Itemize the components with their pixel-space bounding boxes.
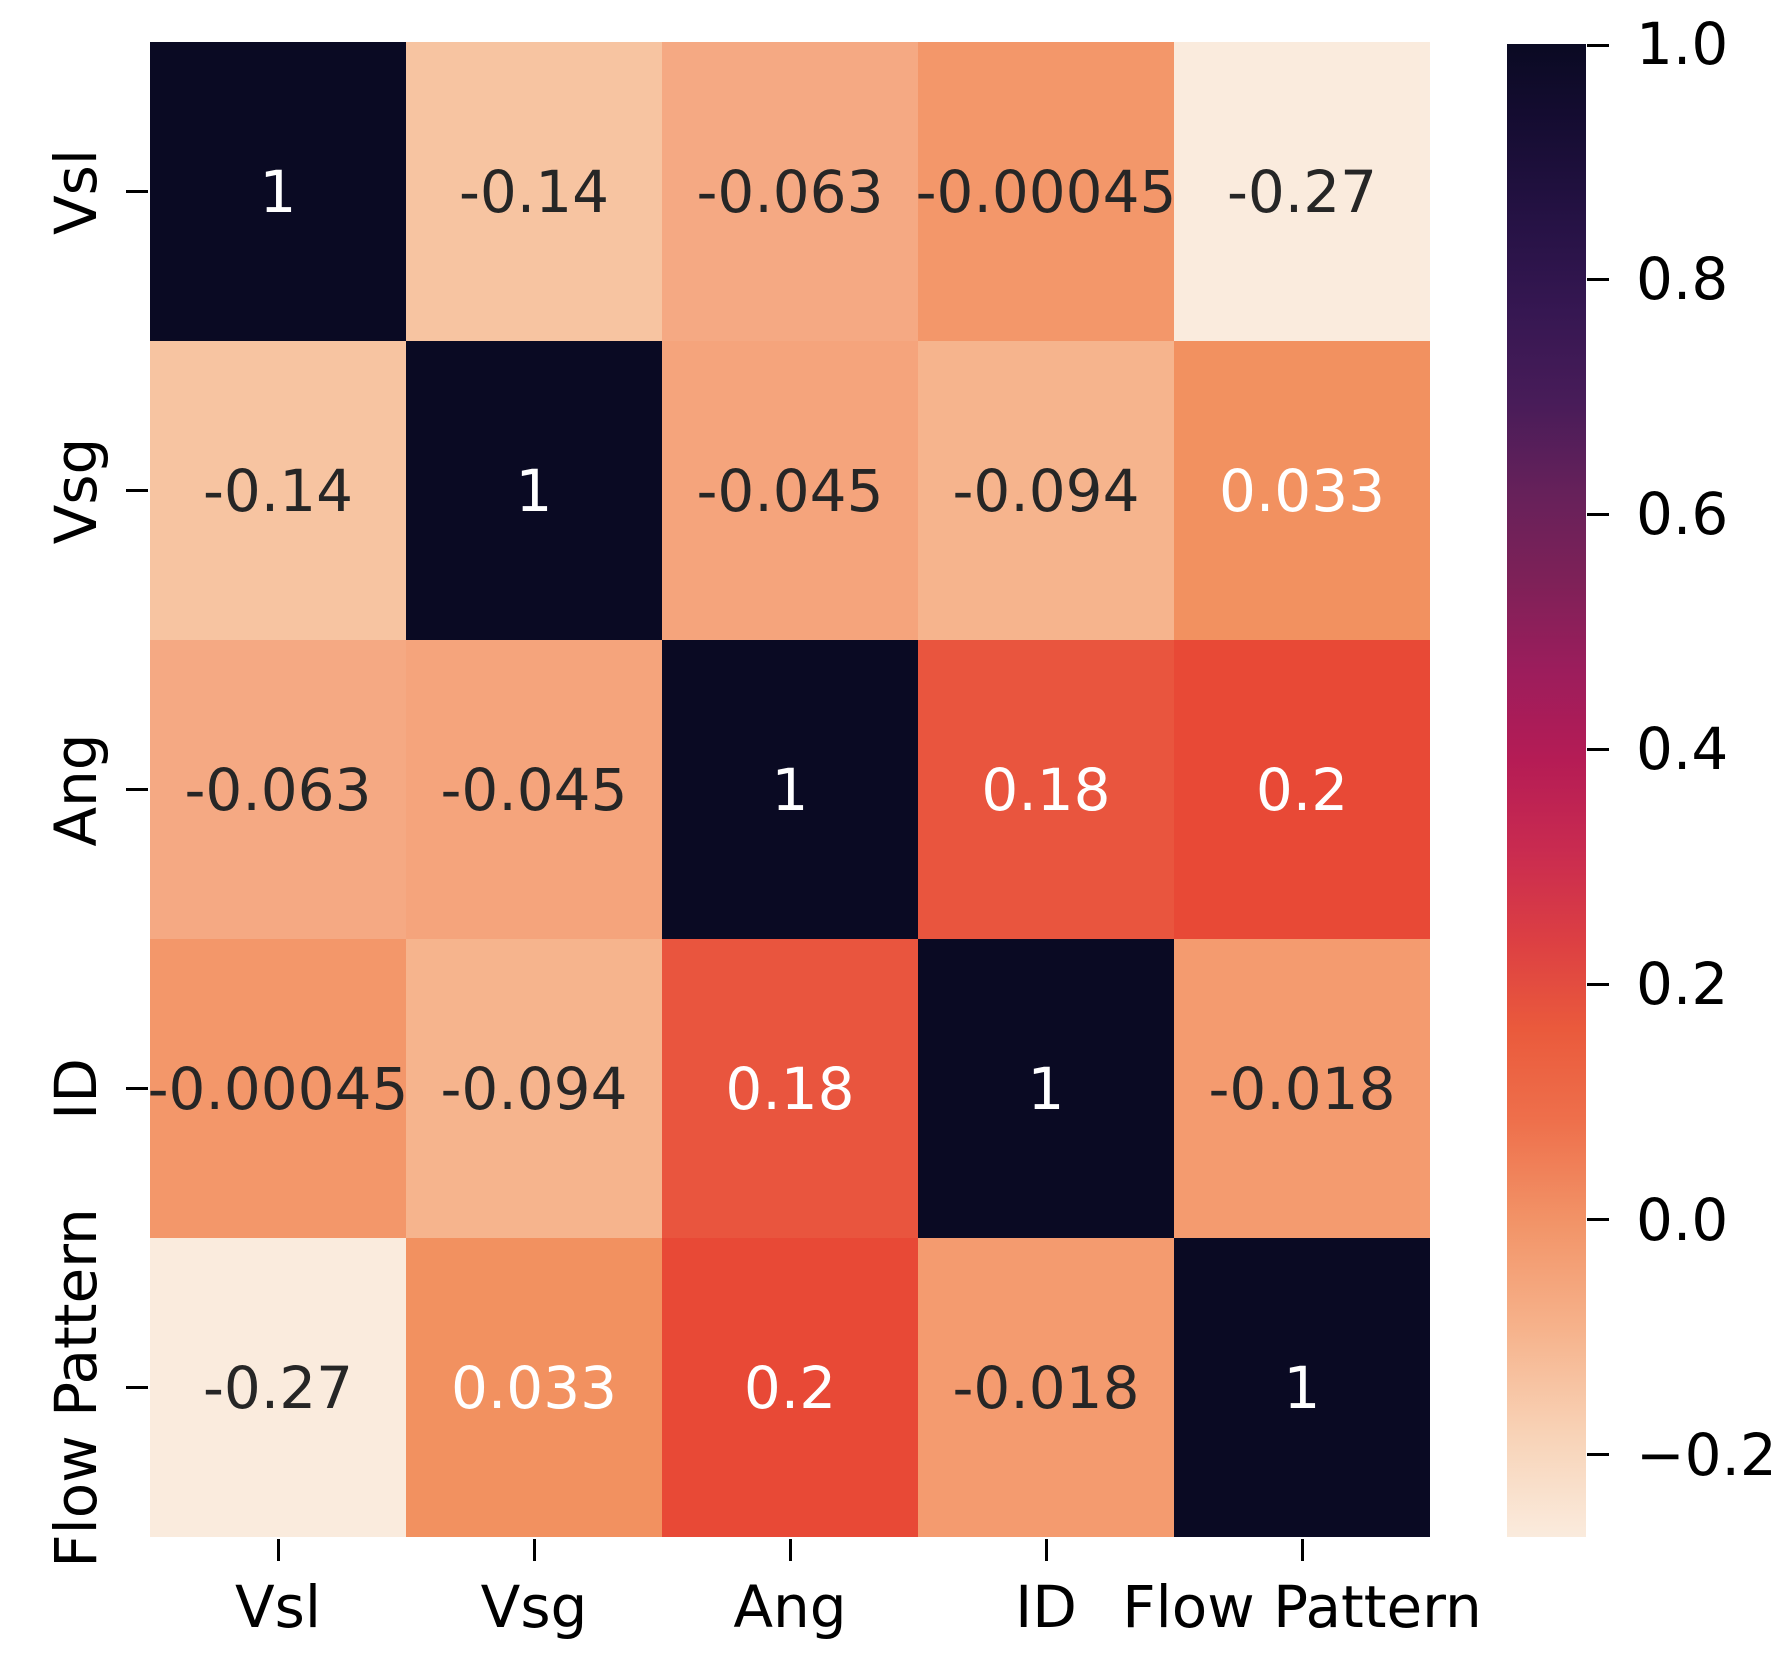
heatmap-cell: 0.18 — [662, 939, 918, 1238]
heatmap-cell: -0.094 — [918, 341, 1174, 640]
y-tick-mark — [126, 489, 148, 492]
y-tick-mark — [126, 1386, 148, 1389]
y-tick-label: Vsg — [42, 437, 110, 544]
colorbar-tick-mark — [1587, 277, 1609, 281]
x-tick-mark — [1300, 1539, 1304, 1561]
colorbar-tick-label: 0.8 — [1636, 245, 1729, 314]
heatmap-cell: -0.018 — [1174, 939, 1430, 1238]
heatmap-cell: 0.18 — [918, 640, 1174, 939]
heatmap-cell: 1 — [662, 640, 918, 939]
heatmap-cell: -0.045 — [406, 640, 662, 939]
y-tick-mark — [126, 788, 148, 791]
heatmap-cell: 0.2 — [662, 1238, 918, 1537]
heatmap-cell: -0.063 — [150, 640, 406, 939]
x-tick-mark — [532, 1539, 536, 1561]
heatmap-cell: 0.033 — [1174, 341, 1430, 640]
colorbar-tick-mark — [1587, 1453, 1609, 1457]
heatmap-cell: -0.094 — [406, 939, 662, 1238]
x-tick-mark — [1044, 1539, 1048, 1561]
x-tick-label: Vsl — [234, 1573, 322, 1641]
colorbar — [1507, 44, 1586, 1537]
heatmap-cell: -0.00045 — [148, 939, 408, 1238]
colorbar-tick-mark — [1587, 982, 1609, 986]
y-tick-mark — [126, 1087, 148, 1090]
heatmap-cell: 0.033 — [406, 1238, 662, 1537]
colorbar-tick-label: −0.2 — [1636, 1420, 1777, 1489]
colorbar-tick-label: 0.4 — [1636, 715, 1729, 784]
colorbar-tick-mark — [1587, 1218, 1609, 1222]
heatmap-cell: -0.018 — [918, 1238, 1174, 1537]
heatmap-cell: 1 — [1174, 1238, 1430, 1537]
y-tick-label: Vsl — [42, 148, 110, 235]
colorbar-tick-label: 0.2 — [1636, 950, 1729, 1019]
heatmap-cell: -0.00045 — [916, 42, 1176, 341]
x-tick-mark — [788, 1539, 792, 1561]
x-tick-label: Ang — [733, 1573, 847, 1641]
heatmap-cell: 0.2 — [1174, 640, 1430, 939]
x-tick-mark — [276, 1539, 280, 1561]
heatmap-cell: -0.14 — [150, 341, 406, 640]
heatmap-cell: -0.14 — [406, 42, 662, 341]
heatmap-cell: 1 — [406, 341, 662, 640]
y-tick-mark — [126, 190, 148, 193]
colorbar-tick-mark — [1587, 512, 1609, 516]
colorbar-tick-mark — [1587, 44, 1609, 47]
heatmap-cell: 1 — [918, 939, 1174, 1238]
y-tick-label: ID — [42, 1057, 110, 1120]
heatmap-cell: 1 — [150, 42, 406, 341]
y-tick-label: Flow Pattern — [42, 1207, 110, 1568]
heatmap-cell: -0.045 — [662, 341, 918, 640]
x-tick-label: Flow Pattern — [1122, 1573, 1482, 1641]
heatmap-cell: -0.063 — [662, 42, 918, 341]
x-tick-label: ID — [1015, 1573, 1077, 1641]
heatmap-cell: -0.27 — [1174, 42, 1430, 341]
colorbar-tick-mark — [1587, 747, 1609, 751]
colorbar-tick-label: 0.6 — [1636, 480, 1729, 549]
heatmap-cell: -0.27 — [150, 1238, 406, 1537]
colorbar-tick-label: 1.0 — [1636, 10, 1729, 78]
x-tick-label: Vsg — [480, 1573, 588, 1641]
colorbar-tick-label: 0.0 — [1636, 1185, 1729, 1254]
y-tick-label: Ang — [42, 732, 110, 847]
